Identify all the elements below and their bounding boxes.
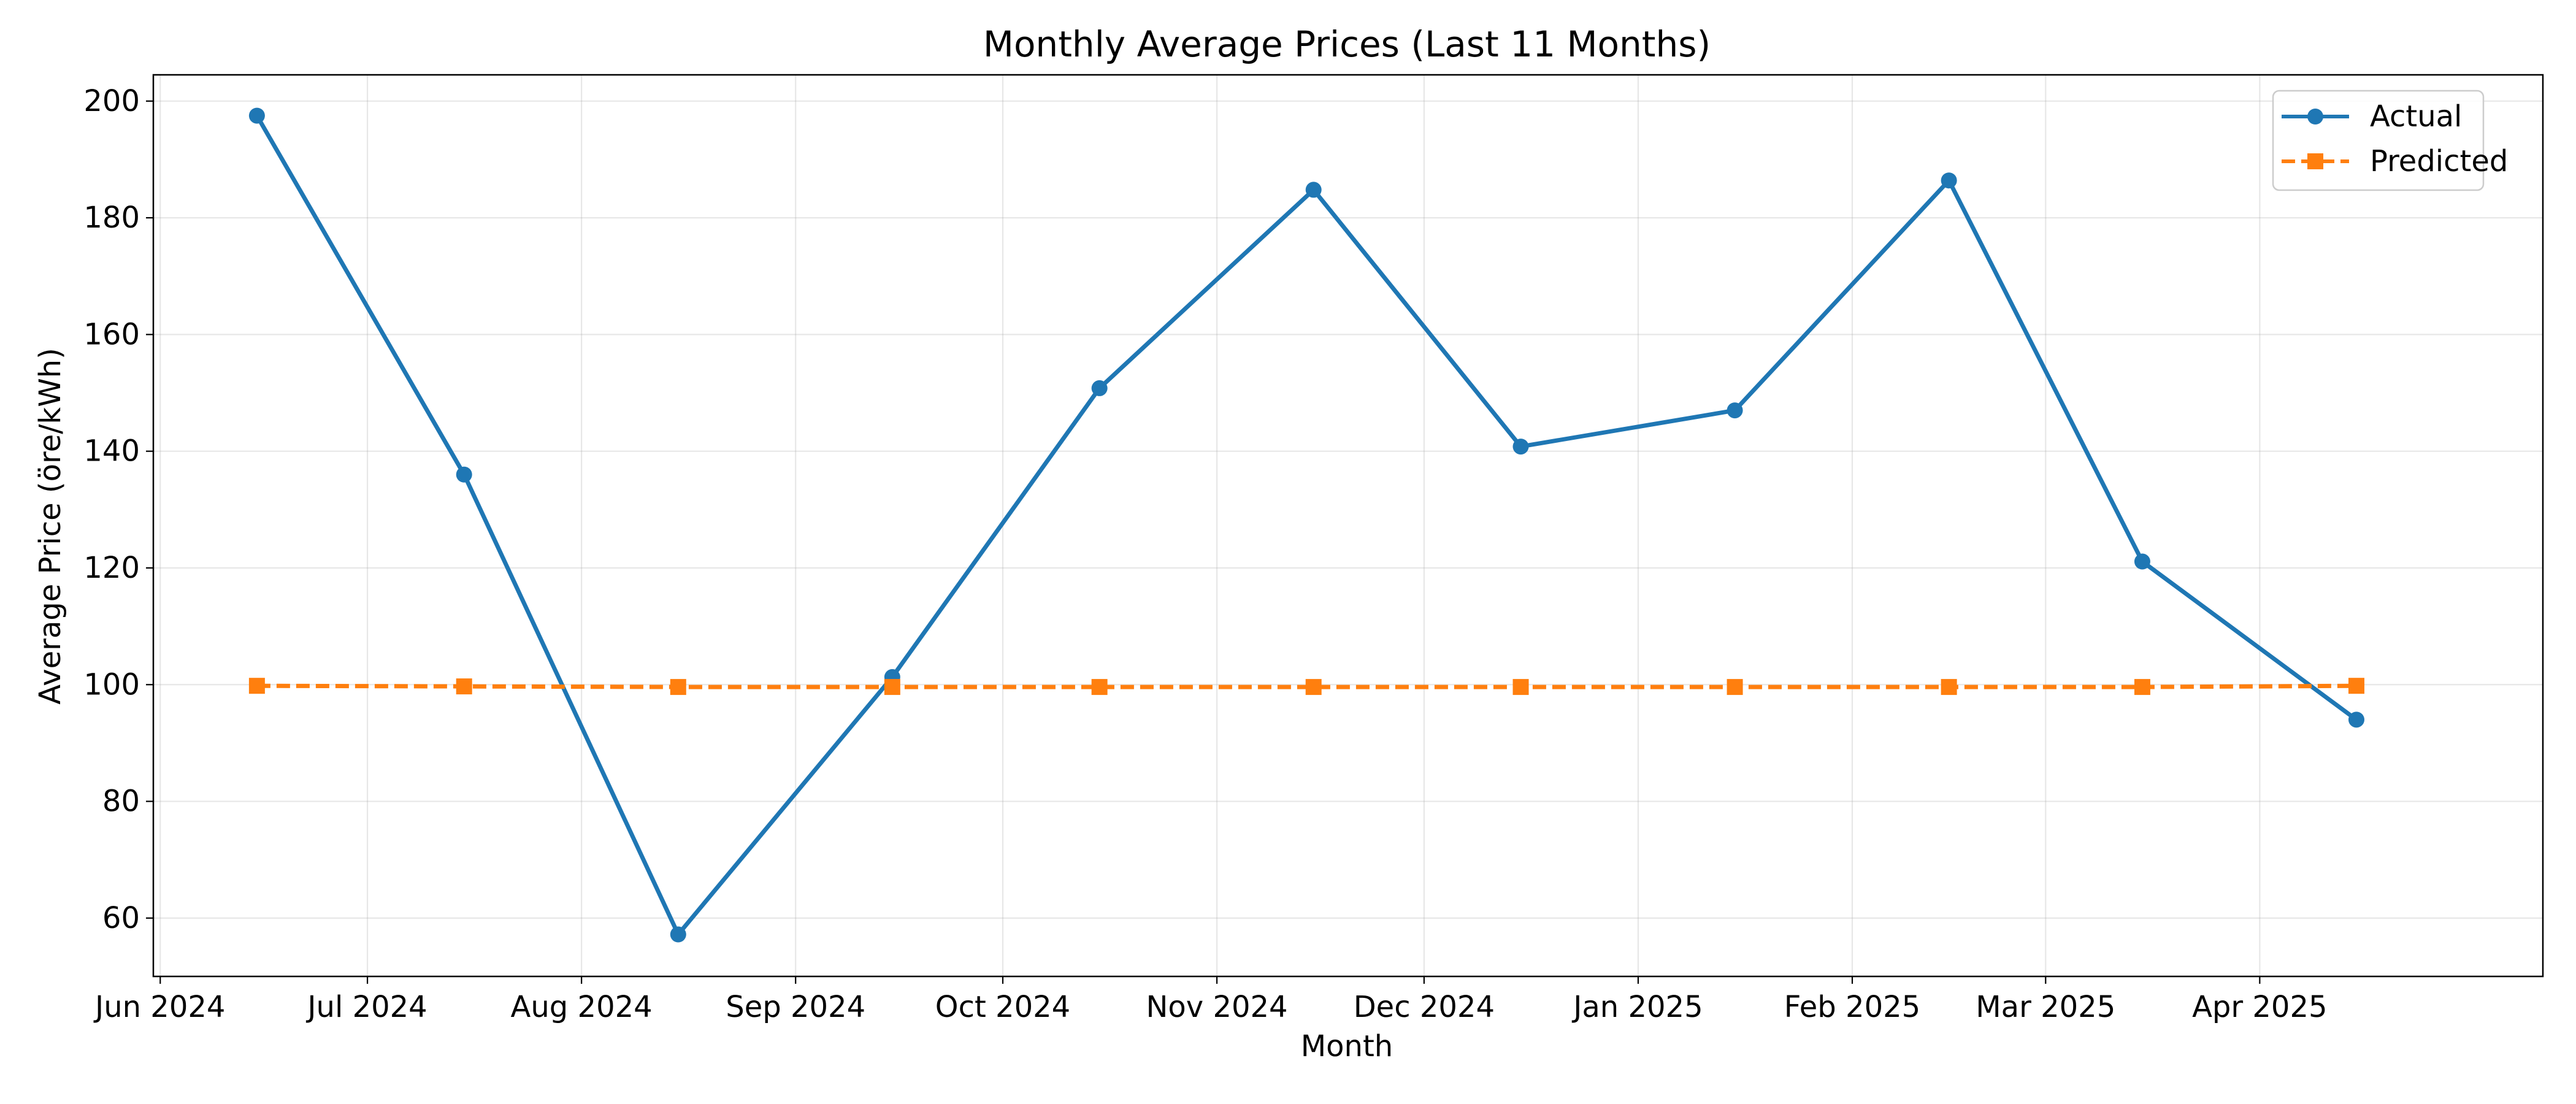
data-point-actual — [1512, 439, 1529, 455]
data-point-predicted — [670, 679, 686, 696]
data-point-predicted — [1941, 679, 1957, 696]
x-tick-label: Dec 2024 — [1354, 990, 1495, 1024]
data-point-predicted — [1727, 679, 1743, 696]
y-tick-label: 160 — [83, 317, 140, 351]
series-actual — [248, 107, 2364, 943]
legend-swatch-actual-marker — [2307, 109, 2323, 125]
data-point-predicted — [1091, 679, 1108, 696]
data-point-predicted — [884, 679, 900, 696]
x-tick-label: Feb 2025 — [1784, 990, 1920, 1024]
y-axis-label: Average Price (öre/kWh) — [33, 348, 67, 705]
legend-swatch-predicted-marker — [2307, 153, 2323, 169]
y-tick-label: 100 — [83, 667, 140, 702]
x-axis-label: Month — [1301, 1029, 1393, 1064]
data-point-actual — [248, 107, 265, 124]
data-point-actual — [2348, 711, 2364, 728]
x-tick-label: Mar 2025 — [1976, 990, 2115, 1024]
legend-label-actual: Actual — [2370, 99, 2462, 134]
series-layer — [248, 107, 2364, 943]
data-point-predicted — [1305, 679, 1322, 696]
y-tick-label: 60 — [102, 901, 140, 935]
data-point-actual — [1091, 380, 1108, 396]
data-point-predicted — [248, 678, 265, 694]
plot-frame — [152, 74, 2544, 978]
x-tick-label: Apr 2025 — [2192, 990, 2327, 1024]
x-tick-label: Jun 2024 — [93, 990, 225, 1024]
data-point-predicted — [1512, 679, 1529, 696]
data-point-actual — [1941, 172, 1957, 189]
y-tick-label: 140 — [83, 434, 140, 469]
y-tick-label: 200 — [83, 84, 140, 118]
y-tick-label: 180 — [83, 201, 140, 235]
axes: 60 80 100 120 140 160 180 200 Jun 2024 Jul 2024 Au… — [83, 84, 2327, 1024]
data-point-predicted — [2348, 678, 2364, 694]
y-tick-label: 120 — [83, 551, 140, 585]
x-tick-label: Jul 2024 — [305, 990, 427, 1024]
data-point-actual — [2134, 553, 2150, 570]
y-tick-label: 80 — [102, 784, 140, 819]
legend: Actual Predicted — [2272, 90, 2508, 191]
series-predicted — [248, 678, 2364, 696]
data-point-predicted — [2134, 679, 2150, 696]
x-tick-label: Nov 2024 — [1146, 990, 1288, 1024]
data-point-predicted — [456, 678, 472, 695]
data-point-actual — [456, 466, 472, 483]
legend-label-predicted: Predicted — [2370, 144, 2508, 178]
x-tick-label: Oct 2024 — [935, 990, 1070, 1024]
series-line-predicted — [256, 683, 2357, 689]
x-tick-label: Aug 2024 — [511, 990, 653, 1024]
x-tick-label: Jan 2025 — [1571, 990, 1703, 1024]
chart-title: Monthly Average Prices (Last 11 Months) — [983, 23, 1711, 65]
x-tick-label: Sep 2024 — [726, 990, 865, 1024]
data-point-actual — [1305, 182, 1322, 198]
data-point-actual — [1727, 402, 1743, 419]
data-point-actual — [670, 926, 686, 943]
